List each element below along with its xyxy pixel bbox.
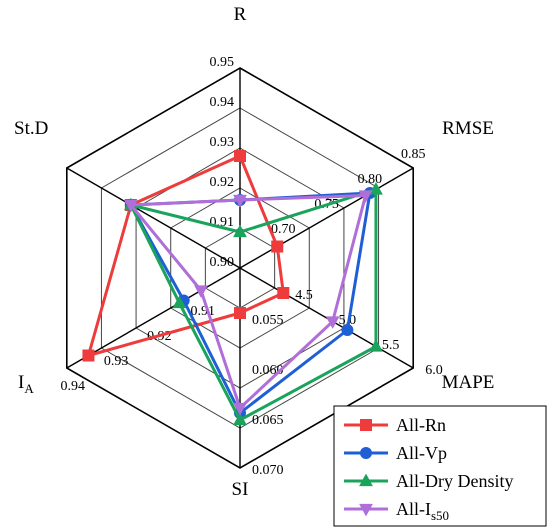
- data-point: [341, 324, 354, 336]
- tick-label: 0.95: [210, 55, 235, 70]
- data-point: [233, 194, 247, 208]
- legend-label: All-Vp: [396, 443, 447, 463]
- data-point: [359, 503, 373, 517]
- tick-label: 0.93: [104, 354, 129, 369]
- data-point: [233, 412, 247, 426]
- data-point: [271, 240, 284, 253]
- series-line: [129, 188, 378, 422]
- tick-label: 0.92: [210, 175, 235, 190]
- tick-label: 6.0: [425, 363, 443, 378]
- axis-title: MAPE: [442, 372, 495, 393]
- data-point: [360, 447, 372, 459]
- data-point: [194, 285, 208, 298]
- data-point: [82, 349, 95, 362]
- axis-titles: R RMSE MAPE SI IA St.D: [14, 4, 494, 500]
- legend-item: All-Dry Density: [344, 471, 513, 491]
- tick-label: 0.93: [210, 135, 235, 150]
- series-layer: [82, 150, 383, 426]
- legend: All-Rn All-Vp All-Dry Density All-Is50: [333, 405, 547, 527]
- tick-label: 4.5: [295, 288, 313, 303]
- data-point: [360, 419, 372, 431]
- data-point: [234, 150, 246, 162]
- axis-spoke: [66, 167, 241, 269]
- data-point: [359, 473, 373, 487]
- data-point: [325, 316, 340, 329]
- tick-label: 0.70: [271, 222, 296, 237]
- legend-item: All-Is50: [344, 499, 449, 523]
- legend-label: All-Dry Density: [396, 471, 513, 491]
- axis-spoke: [239, 167, 414, 269]
- legend-item: All-Rn: [344, 415, 446, 435]
- tick-label: 0.065: [252, 413, 284, 428]
- axis-spoke: [66, 267, 241, 369]
- axis-title: IA: [18, 372, 34, 396]
- data-point: [358, 190, 373, 203]
- tick-label: 0.94: [210, 95, 235, 110]
- tick-label: 0.90: [210, 255, 235, 270]
- data-point: [172, 295, 187, 309]
- axis-title: SI: [232, 479, 249, 500]
- tick-label: 5.5: [382, 338, 400, 353]
- series-all-i: [123, 190, 373, 416]
- data-point: [234, 307, 246, 319]
- legend-item: All-Vp: [344, 443, 447, 463]
- data-point: [369, 182, 383, 195]
- data-point: [233, 224, 247, 238]
- axis-title: St.D: [14, 118, 48, 139]
- series-all-rn: [82, 150, 290, 362]
- legend-label: All-Is50: [396, 499, 449, 523]
- data-point: [277, 287, 290, 299]
- tick-label: 0.94: [61, 379, 86, 394]
- axis-spoke: [239, 267, 414, 369]
- tick-label: 0.80: [358, 172, 383, 187]
- tick-label: 0.85: [401, 147, 426, 162]
- tick-label: 0.070: [252, 463, 284, 478]
- data-point: [123, 199, 138, 213]
- legend-label: All-Rn: [396, 415, 446, 435]
- axis-title: RMSE: [442, 118, 494, 139]
- tick-label: 5.0: [339, 313, 357, 328]
- data-point: [369, 339, 383, 352]
- data-point: [233, 402, 247, 416]
- tick-label: 0.055: [252, 313, 284, 328]
- axis-title: R: [234, 4, 247, 25]
